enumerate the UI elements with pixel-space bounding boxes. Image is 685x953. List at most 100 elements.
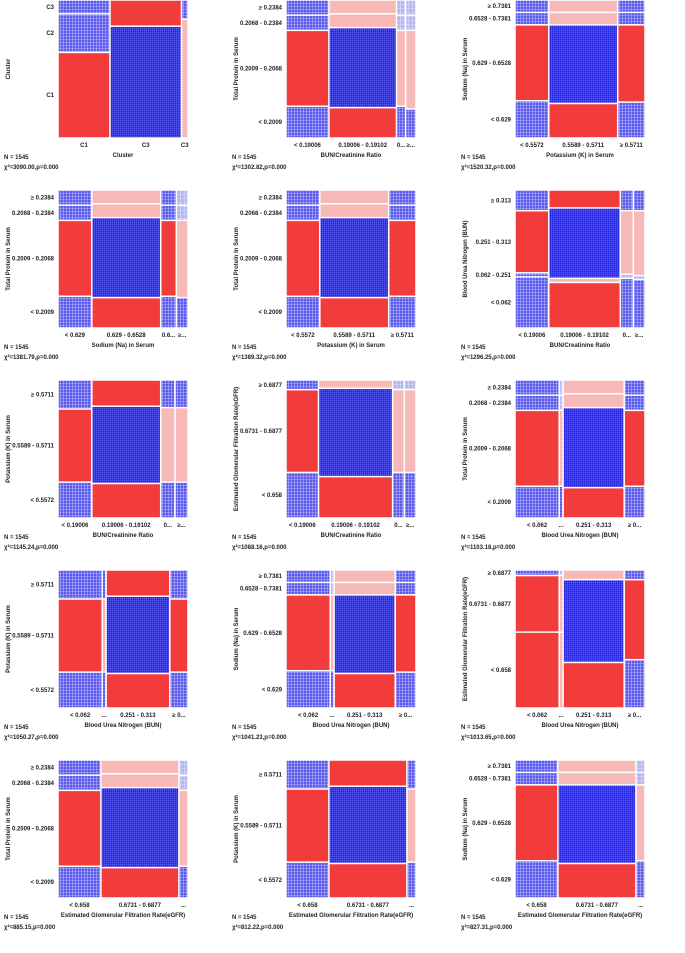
mosaic-cell-c2-r1: [101, 868, 179, 898]
mosaic-cell-c1-r4: [515, 0, 549, 12]
y-tick-label: < 0.658: [262, 493, 283, 499]
mosaic-cell-c3-r2: [161, 408, 175, 482]
y-axis-label: Potassium (K) in Serum: [234, 795, 240, 863]
mosaic-cell-c1-r4: [515, 190, 549, 210]
mosaic-cell-c3-r4: [179, 760, 188, 775]
sample-size-label: N = 1545: [4, 725, 29, 731]
x-axis-label: BUN/Creatinine Ratio: [321, 533, 382, 539]
mosaic-cell-c1-r1: [286, 671, 330, 708]
mosaic-cell-c1-r2: [58, 599, 102, 672]
mosaic-cell-c3-r2: [636, 785, 645, 860]
mosaic-cell-c2-r1: [549, 283, 620, 328]
mosaic-cell-c3-r3: [621, 211, 633, 274]
mosaic-cell-c1-r4: [286, 570, 330, 582]
y-tick-label: 0.2009 - 0.2068: [469, 446, 512, 452]
y-tick-label: C3: [46, 5, 54, 11]
mosaic-cell-c4-r2: [624, 411, 645, 486]
mosaic-cell-c1-r1: [58, 867, 101, 898]
y-tick-label: < 0.2009: [30, 310, 54, 316]
mosaic-cell-c1-r3: [286, 15, 329, 30]
mosaic-cell-c3-r1: [621, 279, 633, 328]
mosaic-cell-c2-r1: [558, 864, 636, 898]
mosaic-svg-13: Total Protein in Serum < 0.2009 0.2009 - 0…: [4, 760, 188, 931]
mosaic-cell-c3-r2: [389, 221, 416, 296]
mosaic-cell-c4-r3: [175, 380, 188, 407]
chi-square-label: χ²=1302.82,p=0.000: [232, 164, 287, 171]
x-tick-label: 0.19006 - 0.19102: [331, 523, 380, 529]
mosaic-cell-c4-r2: [395, 595, 416, 672]
mosaic-svg-7: Potassium (K) in Serum < 0.5572 0.5589 - 0…: [4, 380, 188, 551]
mosaic-cell-c1-r4: [515, 760, 558, 772]
y-tick-label: 0.2009 - 0.2068: [12, 826, 55, 832]
mosaic-cell-c4-r3: [406, 15, 416, 30]
mosaic-cell-c4-r3: [634, 211, 645, 275]
x-axis-label: Potassium (K) in Serum: [546, 153, 614, 159]
x-tick-label: 0.6...: [162, 333, 176, 339]
mosaic-cell-c3-r3: [106, 570, 170, 596]
y-axis-label: Estimated Glomerular Filtration Rate(eGF…: [463, 577, 469, 701]
mosaic-cell-c3-r1: [161, 297, 176, 328]
mosaic-cell-c4-r3: [405, 380, 416, 389]
mosaic-cell-c2-r1: [92, 298, 160, 328]
sample-size-label: N = 1545: [461, 155, 486, 161]
mosaic-cell-c2-r2: [101, 788, 179, 867]
y-tick-label: < 0.062: [491, 300, 512, 306]
y-tick-label: ≥ 0.2384: [31, 196, 55, 202]
mosaic-cell-c3-r2: [161, 221, 176, 296]
mosaic-cell-c2-r2: [102, 599, 106, 672]
mosaic-cell-c1-r3: [58, 775, 101, 790]
mosaic-cell-c1-r3: [515, 395, 559, 410]
mosaic-cell-c1-r2: [286, 31, 329, 106]
mosaic-panel-15: Sodium (Na) in Serum < 0.629 0.629 - 0.652…: [457, 760, 685, 950]
mosaic-cell-c2-r2: [329, 28, 396, 107]
mosaic-cell-c2-r4: [101, 760, 179, 774]
mosaic-cell-c4-r3: [624, 570, 645, 579]
mosaic-cell-c1-r4: [58, 190, 92, 205]
mosaic-cell-c4-r2: [406, 31, 416, 109]
x-tick-label: < 0.062: [70, 713, 91, 719]
mosaic-svg-5: Total Protein in Serum < 0.2009 0.2009 - 0…: [232, 190, 416, 361]
mosaic-cell-c1-r2: [286, 595, 330, 670]
x-axis-label: BUN/Creatinine Ratio: [550, 343, 611, 349]
mosaic-cell-c2-r3: [329, 760, 407, 786]
mosaic-cell-c2-r4: [330, 570, 334, 582]
mosaic-cell-c3-r1: [106, 674, 170, 708]
mosaic-cell-c3-r1: [161, 482, 175, 518]
y-tick-label: < 0.5572: [258, 878, 282, 884]
x-tick-label: ...: [559, 523, 564, 529]
mosaic-cell-c3-r1: [389, 297, 416, 328]
y-tick-label: ≥ 0.2384: [259, 6, 283, 12]
mosaic-cell-c1-r2: [515, 25, 549, 100]
mosaic-cell-c2-r3: [92, 380, 160, 406]
y-tick-label: ≥ 0.5711: [259, 772, 283, 778]
x-tick-label: 0.19006 - 0.19102: [102, 523, 151, 529]
x-tick-label: 0.6731 - 0.6877: [119, 903, 162, 909]
mosaic-cell-c4-r2: [624, 580, 645, 659]
mosaic-cell-c1-r3: [515, 773, 558, 785]
mosaic-cell-c1-r2: [515, 785, 558, 860]
mosaic-cell-c3-r2: [393, 390, 404, 472]
y-tick-label: 0.629 - 0.6528: [243, 631, 282, 637]
chi-square-label: χ²=1145.24,p=0.000: [4, 544, 59, 551]
mosaic-cell-c2-r1: [320, 298, 388, 328]
x-tick-label: < 0.658: [297, 903, 318, 909]
y-axis-label: Estimated Glomerular Filtration Rate(eGF…: [234, 387, 240, 511]
y-tick-label: 0.2068 - 0.2384: [240, 21, 283, 27]
mosaic-cell-c1-r4: [58, 760, 101, 775]
x-tick-label: 0...: [164, 523, 173, 529]
y-tick-label: 0.062 - 0.251: [476, 273, 512, 279]
mosaic-panel-8: Estimated Glomerular Filtration Rate(eGF…: [228, 380, 456, 570]
chi-square-label: χ²=1381.79,p=0.000: [4, 354, 59, 361]
x-tick-label: C1: [80, 143, 88, 149]
x-tick-label: ≥...: [635, 333, 644, 339]
sample-size-label: N = 1545: [461, 345, 486, 351]
mosaic-svg-14: Potassium (K) in Serum < 0.5572 0.5589 - 0…: [232, 760, 416, 931]
mosaic-cell-c1-r1: [515, 101, 549, 138]
mosaic-cell-c3-r2: [407, 789, 416, 862]
mosaic-cell-c1-r1: [58, 297, 92, 328]
mosaic-cell-c1-r2: [58, 791, 101, 866]
y-tick-label: ≥ 0.7381: [488, 4, 512, 10]
mosaic-cell-c1-r3: [58, 205, 92, 220]
x-tick-label: < 0.658: [526, 903, 547, 909]
mosaic-cell-c2-r3: [329, 14, 396, 27]
